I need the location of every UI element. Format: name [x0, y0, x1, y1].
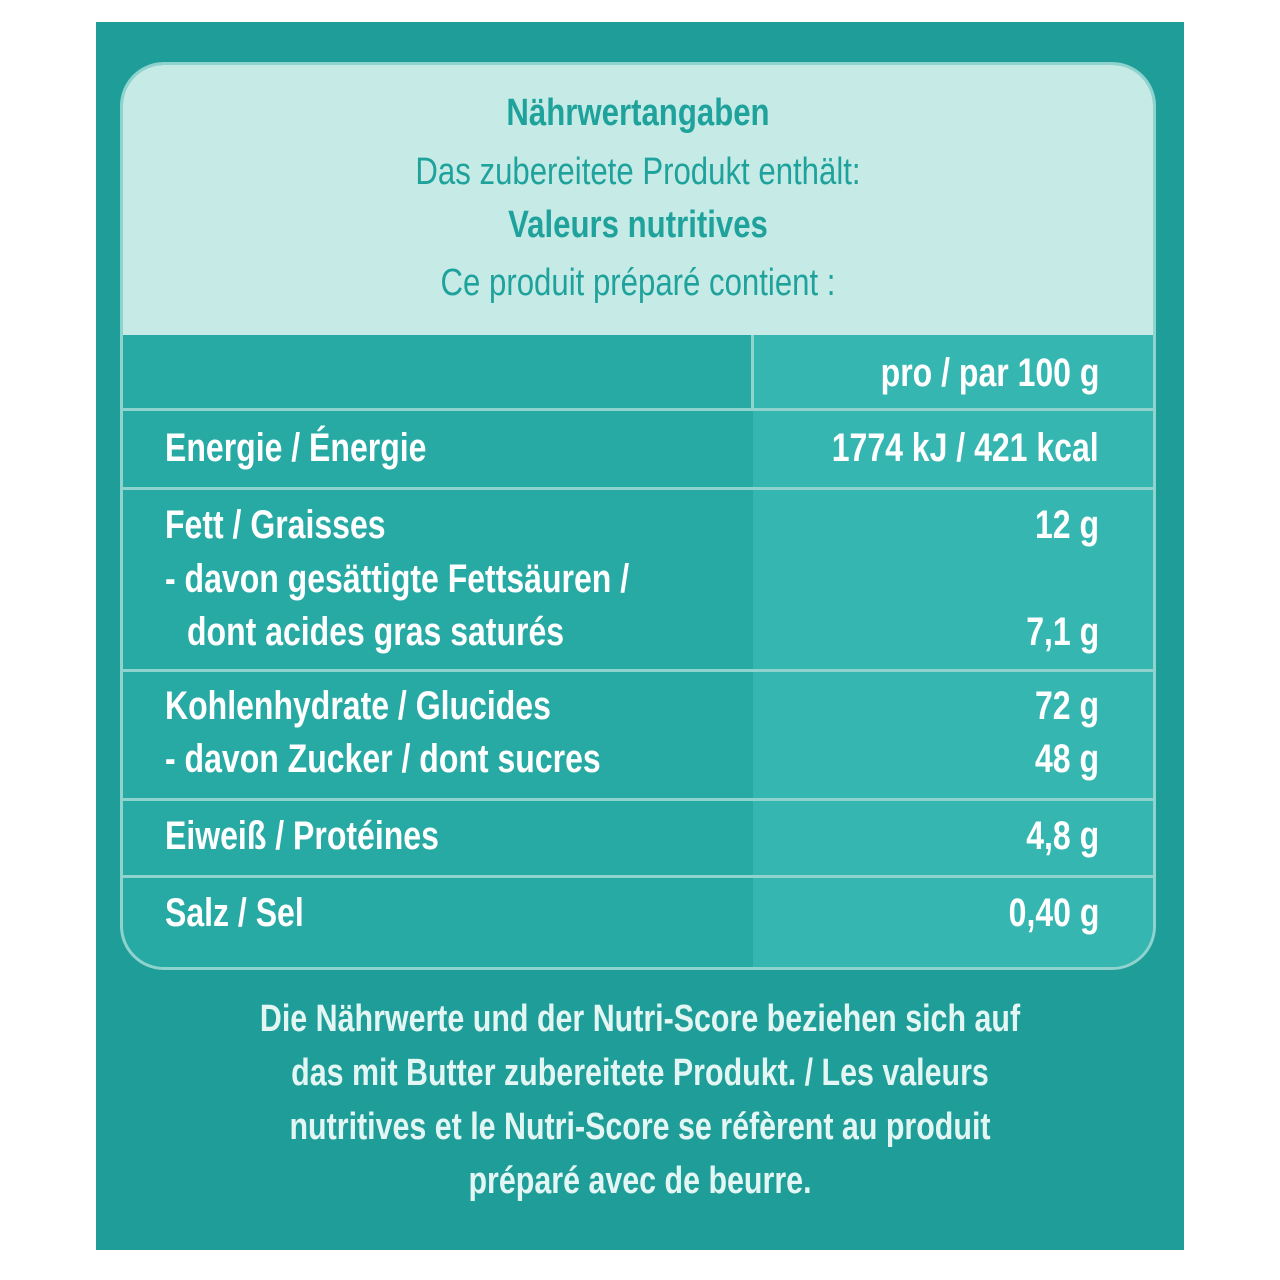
row-label-salt: Salz / Sel: [165, 891, 304, 935]
row-label-saturated-fat: - davon gesättigte Fettsäuren /: [165, 557, 630, 601]
row-value-salt: 0,40 g: [1008, 891, 1099, 935]
row-value-protein: 4,8 g: [1026, 814, 1099, 858]
footnote-line: préparé avec de beurre.: [468, 1160, 812, 1202]
row-label-saturated-fat-fr: dont acides gras saturés: [187, 610, 565, 654]
row-divider: [123, 408, 1153, 411]
nutrition-table-card: Nährwertangaben Das zubereitete Produkt …: [120, 62, 1156, 970]
row-label-sugars: - davon Zucker / dont sucres: [165, 737, 601, 781]
title-de: Nährwertangaben: [506, 92, 770, 134]
column-header: pro / par 100 g: [880, 351, 1099, 395]
footnote-line: das mit Butter zubereitete Produkt. / Le…: [291, 1052, 989, 1094]
row-value-fat: 12 g: [1034, 503, 1099, 547]
row-divider: [123, 798, 1153, 801]
column-divider: [751, 335, 754, 409]
row-value-energy: 1774 kJ / 421 kcal: [832, 426, 1099, 470]
row-value-sugars: 48 g: [1034, 737, 1099, 781]
row-divider: [123, 669, 1153, 672]
row-divider: [123, 875, 1153, 878]
row-label-carbohydrates: Kohlenhydrate / Glucides: [165, 684, 551, 728]
subtitle-de: Das zubereitete Produkt enthält:: [415, 151, 861, 193]
footnote-line: Die Nährwerte und der Nutri-Score bezieh…: [259, 998, 1021, 1040]
row-value-saturated-fat: 7,1 g: [1026, 610, 1099, 654]
footnote: Die Nährwerte und der Nutri-Score bezieh…: [96, 992, 1184, 1208]
row-label-energy: Energie / Énergie: [165, 426, 427, 470]
nutrition-header: Nährwertangaben Das zubereitete Produkt …: [123, 65, 1153, 335]
row-label-protein: Eiweiß / Protéines: [165, 814, 439, 858]
footnote-line: nutritives et le Nutri-Score se réfèrent…: [289, 1106, 991, 1148]
value-column-shade: [753, 335, 1153, 967]
row-value-carbohydrates: 72 g: [1034, 684, 1099, 728]
row-label-fat: Fett / Graisses: [165, 503, 386, 547]
title-fr: Valeurs nutritives: [508, 204, 768, 246]
subtitle-fr: Ce produit préparé contient :: [440, 262, 836, 304]
row-divider: [123, 487, 1153, 490]
